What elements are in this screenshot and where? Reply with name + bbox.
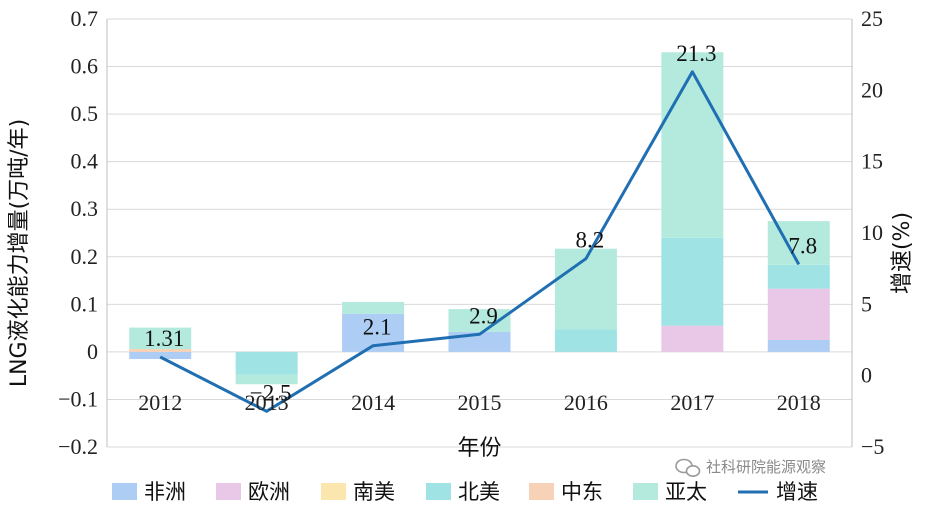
gridlines [107, 18, 852, 448]
bar-segment [448, 309, 511, 332]
legend-swatch [321, 483, 346, 500]
legend-label: 中东 [561, 480, 603, 504]
legend-label: 南美 [353, 480, 395, 504]
legend-swatch [529, 483, 554, 500]
x-tick-label: 2013 [245, 390, 289, 415]
bar-segment [129, 327, 192, 350]
y-tick-label: 0 [87, 339, 98, 364]
y-tick-label: 0.2 [71, 244, 99, 269]
bar-segment [554, 248, 617, 330]
growth-line [159, 70, 801, 413]
y-tick-label: 0.3 [71, 196, 99, 221]
bar-segment [767, 340, 830, 352]
y-tick-label: 0.7 [71, 6, 99, 31]
bar-segment [235, 374, 298, 385]
x-tick-label: 2015 [458, 390, 502, 415]
line-data-label: 7.8 [788, 233, 817, 258]
y2-tick-label: 15 [861, 149, 883, 174]
watermark-text: 社科研院能源观察 [706, 458, 826, 476]
line-data-label: −2.5 [250, 380, 292, 405]
legend-swatch [112, 483, 137, 500]
watermark: 社科研院能源观察 [675, 458, 826, 477]
bar-segment [661, 52, 724, 238]
legend: 非洲 欧洲 南美 北美 中东 亚太 增速 [112, 480, 818, 504]
bar-segment [342, 301, 405, 314]
legend-label: 欧洲 [248, 480, 290, 504]
y-tick-label: 0.1 [71, 291, 99, 316]
wechat-icon [675, 458, 701, 477]
legend-swatch [426, 483, 451, 500]
legend-label: 增速 [776, 480, 818, 504]
bar-segment [129, 349, 192, 352]
bar-segment [767, 288, 830, 340]
y-tick-label: 0.5 [71, 101, 99, 126]
legend-label: 亚太 [665, 480, 707, 504]
x-tick-label: 2014 [351, 390, 395, 415]
y2-tick-label: 25 [861, 6, 883, 31]
y2-tick-label: 10 [861, 220, 883, 245]
bar-segment [554, 329, 617, 352]
y-tick-label: −0.1 [58, 386, 98, 411]
legend-label: 北美 [458, 480, 500, 504]
y2-axis-title: 增速(%) [890, 212, 915, 294]
growth-rate-line [159, 70, 801, 413]
bar-segment [661, 325, 724, 352]
line-data-label: 8.2 [576, 228, 605, 253]
x-tick-label: 2018 [777, 390, 821, 415]
data-labels: 1.31 −2.5 2.1 2.9 8.2 21.3 7.8 [144, 41, 817, 406]
x-tick-label: 2012 [138, 390, 182, 415]
line-data-label: 1.31 [144, 326, 184, 351]
bar-segment [235, 351, 298, 375]
legend-swatch [216, 483, 241, 500]
legend-swatch [633, 483, 658, 500]
y2-tick-label: 0 [861, 363, 872, 388]
y2-tick-label: 20 [861, 77, 883, 102]
stacked-bars [129, 52, 830, 385]
y-axis-title: LNG液化能力增量(万吨/年) [7, 119, 32, 387]
line-data-label: 2.9 [469, 303, 498, 328]
bar-segment [767, 264, 830, 289]
y-tick-label: −0.2 [58, 434, 98, 459]
legend-label: 非洲 [144, 480, 186, 504]
x-axis-title: 年份 [457, 436, 501, 461]
x-tick-label: 2017 [670, 390, 714, 415]
bar-segment [661, 237, 724, 326]
tick-labels: 0.70.60.50.40.30.20.10−0.1−0.22520151050… [58, 6, 884, 459]
y2-tick-label: 5 [861, 291, 872, 316]
line-data-label: 21.3 [676, 41, 716, 66]
y2-tick-label: −5 [861, 434, 884, 459]
x-tick-label: 2016 [564, 390, 608, 415]
axes [106, 19, 853, 447]
line-data-label: 2.1 [363, 315, 392, 340]
y-tick-label: 0.4 [71, 149, 99, 174]
y-tick-label: 0.6 [71, 54, 99, 79]
bar-segment [129, 351, 192, 360]
